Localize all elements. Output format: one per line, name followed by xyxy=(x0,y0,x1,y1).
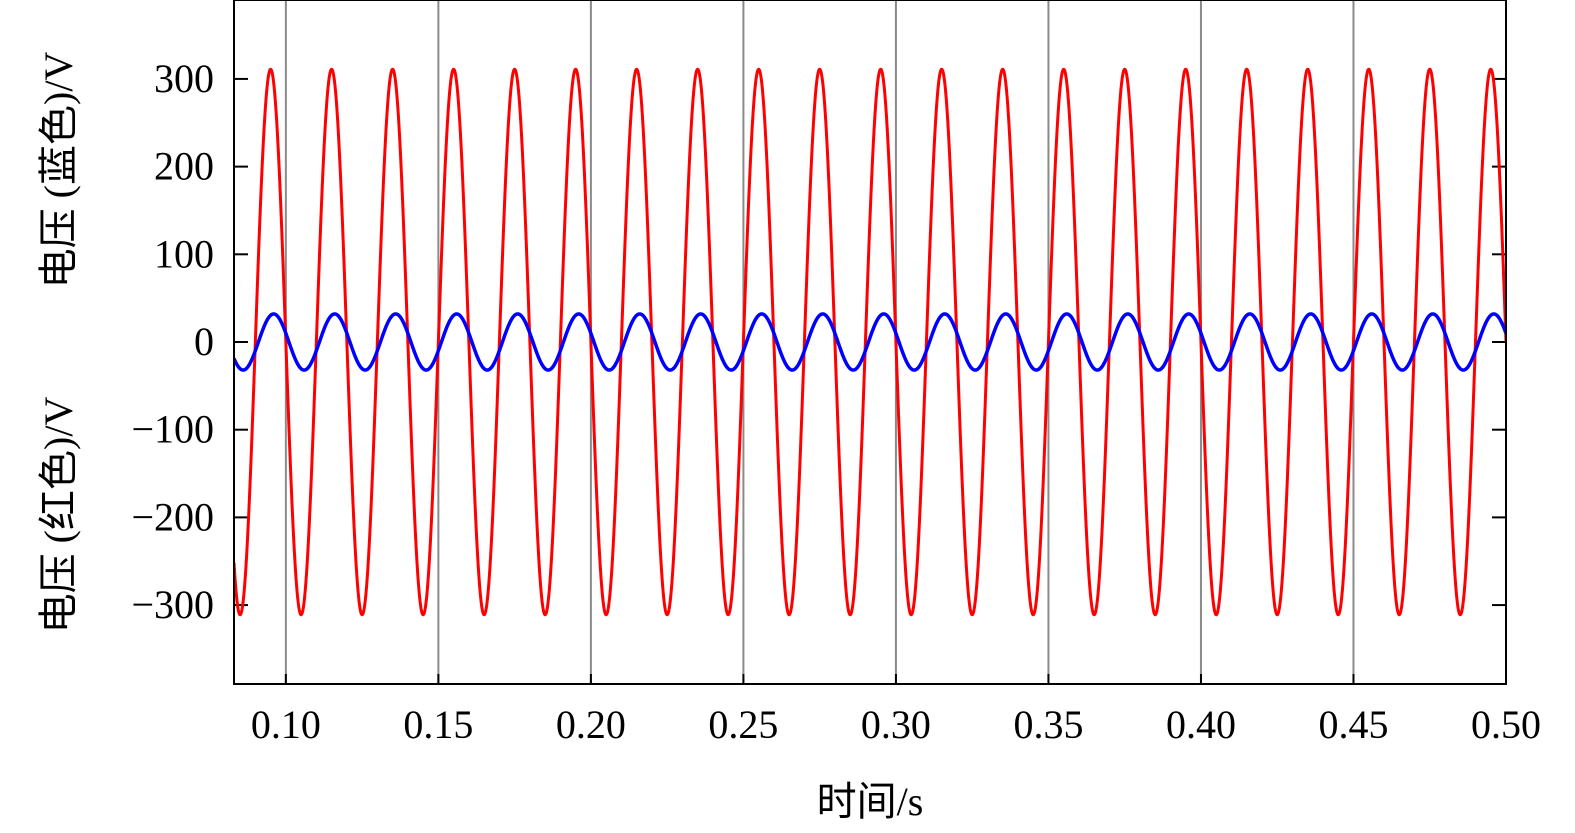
x-tick-label: 0.10 xyxy=(251,702,321,747)
y-tick-label: −100 xyxy=(131,407,214,452)
y-axis-title-lower: 电压 (红色)/V xyxy=(36,397,81,634)
y-tick-label: 300 xyxy=(154,56,214,101)
y-tick-label: −300 xyxy=(131,582,214,627)
y-tick-labels: 300 200 100 0 −100 −200 −300 xyxy=(131,56,214,627)
x-tick-label: 0.50 xyxy=(1471,702,1541,747)
x-tick-labels: 0.10 0.15 0.20 0.25 0.30 0.35 0.40 0.45 0.50 xyxy=(251,702,1541,747)
y-axis-title-upper: 电压 (蓝色)/V xyxy=(36,52,81,289)
series-group xyxy=(234,67,1506,617)
y-tick-label: 200 xyxy=(154,144,214,189)
y-tick-label: 100 xyxy=(154,231,214,276)
series-line-blue xyxy=(234,312,1506,372)
x-tick-label: 0.30 xyxy=(861,702,931,747)
y-tick-label: −200 xyxy=(131,494,214,539)
y-tick-label: 0 xyxy=(194,319,214,364)
x-tick-label: 0.15 xyxy=(403,702,473,747)
series-line-red xyxy=(234,67,1506,617)
plot-frame xyxy=(233,0,1507,685)
x-tick-label: 0.25 xyxy=(708,702,778,747)
x-tick-label: 0.35 xyxy=(1013,702,1083,747)
x-tick-label: 0.20 xyxy=(556,702,626,747)
x-axis-title: 时间/s xyxy=(817,779,924,824)
x-tick-label: 0.40 xyxy=(1166,702,1236,747)
x-tick-label: 0.45 xyxy=(1318,702,1388,747)
